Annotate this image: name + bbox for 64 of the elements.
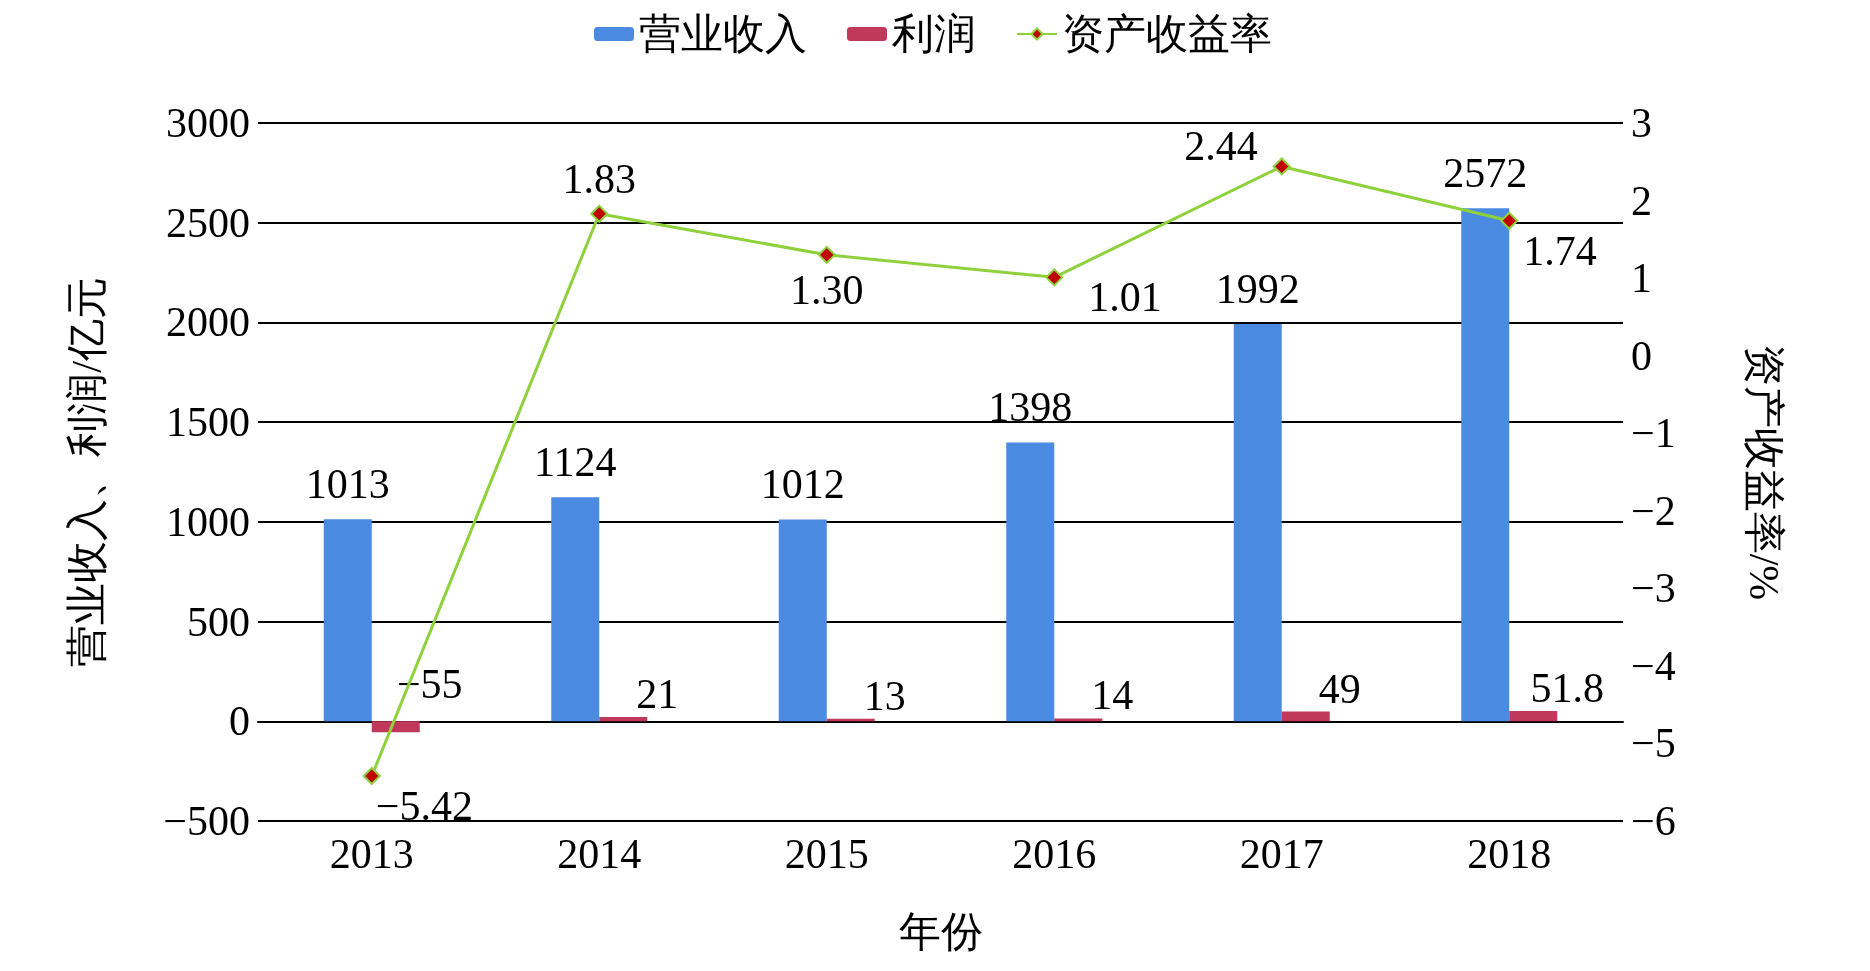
data-label: 2.44 bbox=[1184, 123, 1258, 170]
data-label: 1.74 bbox=[1523, 227, 1597, 274]
legend-label: 营业收入 bbox=[639, 11, 807, 57]
bar bbox=[1054, 718, 1103, 722]
x-tick-label: 2014 bbox=[557, 831, 642, 877]
data-label: 14 bbox=[1091, 672, 1134, 719]
y2-tick-label: −3 bbox=[1631, 565, 1676, 612]
x-tick-label: 2015 bbox=[784, 831, 869, 877]
bar bbox=[599, 717, 648, 722]
legend-label: 资产收益率 bbox=[1062, 11, 1272, 57]
x-tick-label: 2017 bbox=[1239, 831, 1324, 877]
point bbox=[1272, 157, 1291, 176]
y-axis-title: 营业收入、利润/亿元 bbox=[64, 277, 110, 667]
bar bbox=[323, 519, 372, 722]
data-label: 21 bbox=[636, 671, 679, 718]
y-tick-label: 0 bbox=[229, 698, 250, 745]
bar bbox=[551, 497, 600, 722]
bar bbox=[1233, 324, 1282, 722]
y2-tick-label: 0 bbox=[1631, 332, 1652, 379]
x-tick-label: 2013 bbox=[329, 831, 414, 877]
data-label: 1013 bbox=[305, 461, 390, 508]
point bbox=[1045, 268, 1064, 287]
y2-tick-label: −5 bbox=[1631, 720, 1676, 767]
data-label: 13 bbox=[863, 672, 906, 719]
y2-tick-label: −6 bbox=[1631, 798, 1676, 844]
y-tick-label: 2000 bbox=[166, 299, 250, 346]
point bbox=[590, 204, 609, 223]
x-tick-label: 2016 bbox=[1012, 831, 1097, 877]
y2-tick-label: 1 bbox=[1631, 255, 1652, 302]
y-tick-label: −500 bbox=[163, 798, 250, 844]
y-tick-label: 1500 bbox=[166, 399, 250, 446]
data-label: 1012 bbox=[760, 461, 845, 508]
y2-axis-title: 资产收益率/% bbox=[1741, 343, 1787, 601]
data-label: 1398 bbox=[988, 384, 1073, 431]
data-label: 2572 bbox=[1443, 150, 1528, 197]
data-label: 1.30 bbox=[790, 266, 864, 313]
y2-tick-label: 2 bbox=[1631, 177, 1652, 224]
data-label: 49 bbox=[1318, 665, 1361, 712]
point bbox=[1500, 211, 1519, 230]
y2-tick-label: −1 bbox=[1631, 410, 1676, 457]
y2-tick-label: −4 bbox=[1631, 642, 1676, 689]
y2-tick-label: −2 bbox=[1631, 487, 1676, 534]
y-tick-label: 2500 bbox=[166, 199, 250, 246]
legend-label: 利润 bbox=[892, 11, 976, 57]
data-label: 1992 bbox=[1215, 266, 1300, 313]
y-tick-label: 3000 bbox=[166, 100, 250, 146]
point bbox=[817, 245, 836, 264]
bar bbox=[1509, 710, 1558, 722]
point bbox=[362, 767, 381, 786]
data-label: 1.83 bbox=[562, 155, 636, 202]
data-label: 1.01 bbox=[1088, 274, 1162, 321]
bar bbox=[1281, 711, 1330, 722]
y2-tick-label: 3 bbox=[1631, 100, 1652, 146]
y-tick-label: 1000 bbox=[166, 498, 250, 545]
bar bbox=[371, 721, 420, 733]
bar bbox=[1006, 442, 1055, 722]
data-label: −5.42 bbox=[375, 783, 473, 830]
x-tick-label: 2018 bbox=[1467, 831, 1552, 877]
data-label: 1124 bbox=[534, 439, 617, 486]
y-tick-label: 500 bbox=[187, 598, 250, 645]
data-label: 51.8 bbox=[1530, 664, 1604, 711]
bar bbox=[778, 519, 827, 722]
bar bbox=[1461, 208, 1510, 722]
x-axis-title: 年份 bbox=[898, 909, 983, 955]
